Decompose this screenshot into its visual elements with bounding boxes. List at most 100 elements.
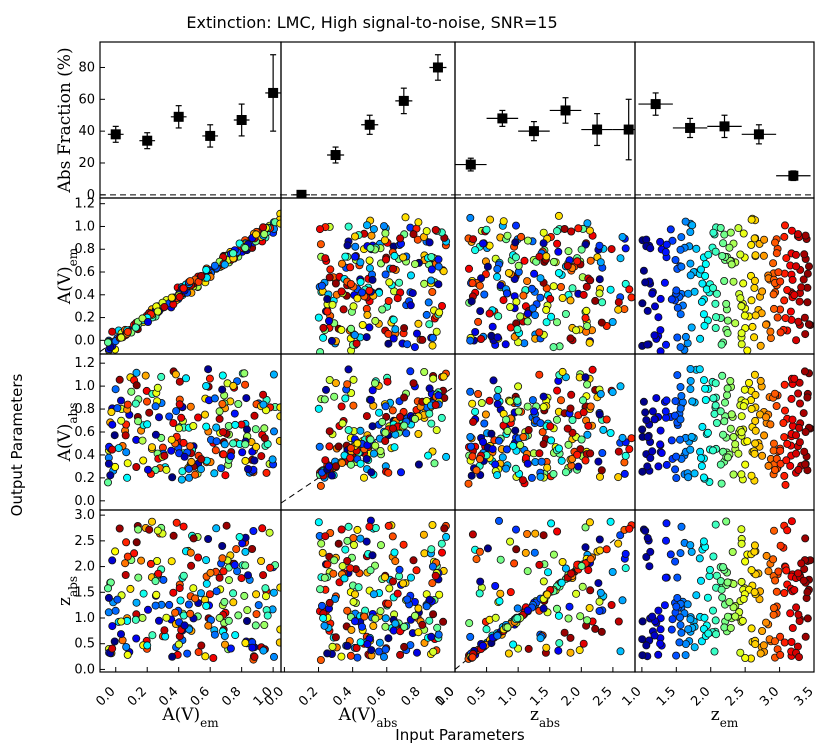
data-point — [704, 629, 713, 638]
data-point — [656, 440, 665, 449]
data-point — [741, 654, 750, 663]
data-point — [365, 286, 374, 295]
data-point — [695, 365, 704, 374]
data-point — [134, 417, 143, 426]
data-point — [801, 231, 810, 240]
abs-fraction-point — [650, 99, 661, 110]
data-point — [337, 287, 346, 296]
data-point — [579, 396, 588, 405]
data-point — [427, 419, 436, 428]
data-point — [794, 317, 803, 326]
data-point — [104, 608, 113, 617]
data-point — [703, 428, 712, 437]
data-point — [132, 368, 141, 377]
data-point — [719, 563, 728, 572]
data-point — [317, 601, 326, 610]
data-point — [726, 424, 735, 433]
abs-fraction-point — [205, 130, 216, 141]
y-tick-label: 0.2 — [74, 311, 95, 326]
data-point — [780, 471, 789, 480]
data-point — [499, 296, 508, 305]
data-point — [709, 552, 718, 561]
data-point — [535, 449, 544, 458]
data-point — [716, 460, 725, 469]
data-point — [174, 424, 183, 433]
data-point — [326, 265, 335, 274]
y-tick-label: 0.4 — [74, 288, 95, 303]
data-point — [491, 613, 500, 622]
x-axis-label: Input Parameters — [395, 726, 525, 744]
data-point — [502, 445, 511, 454]
data-point — [350, 590, 359, 599]
data-point — [428, 579, 437, 588]
data-point — [117, 396, 126, 405]
data-point — [189, 421, 198, 430]
data-point — [598, 448, 607, 457]
data-point — [425, 616, 434, 625]
data-point — [709, 446, 718, 455]
data-point — [181, 374, 190, 383]
data-point — [325, 442, 334, 451]
data-point — [577, 435, 586, 444]
data-point — [330, 392, 339, 401]
data-point — [375, 408, 384, 417]
data-point — [769, 604, 778, 613]
data-point — [414, 628, 423, 637]
data-point — [343, 557, 352, 566]
data-point — [183, 649, 192, 658]
data-point — [676, 415, 685, 424]
data-point — [686, 445, 695, 454]
data-point — [234, 611, 243, 620]
data-point — [439, 267, 448, 276]
data-point — [539, 392, 548, 401]
data-point — [581, 373, 590, 382]
data-point — [400, 324, 409, 333]
data-point — [234, 399, 243, 408]
data-point — [134, 573, 143, 582]
data-point — [466, 213, 475, 222]
data-point — [171, 608, 180, 617]
data-point — [179, 571, 188, 580]
data-point — [469, 417, 478, 426]
data-point — [720, 276, 729, 285]
data-point — [260, 424, 269, 433]
data-point — [499, 217, 508, 226]
data-point — [435, 308, 444, 317]
data-point — [165, 600, 174, 609]
data-point — [215, 407, 224, 416]
data-point — [212, 423, 221, 432]
data-point — [197, 641, 206, 650]
x-tick-label: 0.0 — [93, 684, 118, 709]
data-point — [542, 305, 551, 314]
data-point — [666, 225, 675, 234]
data-point — [477, 398, 486, 407]
data-point — [697, 576, 706, 585]
data-point — [179, 522, 188, 531]
data-point — [179, 438, 188, 447]
panel-r1-c0: 0.00.20.40.60.81.01.2A(V)em — [55, 197, 282, 355]
data-point — [582, 282, 591, 291]
y-tick-label: 0.6 — [74, 265, 95, 280]
data-point — [360, 612, 369, 621]
data-point — [553, 318, 562, 327]
data-point — [167, 435, 176, 444]
data-point — [337, 259, 346, 268]
data-point — [406, 271, 415, 280]
data-point — [325, 273, 334, 282]
data-point — [677, 628, 686, 637]
data-point — [160, 302, 169, 311]
data-point — [248, 643, 257, 652]
data-point — [686, 259, 695, 268]
panel-r0-c1 — [280, 41, 456, 199]
data-point — [339, 305, 348, 314]
data-point — [131, 323, 140, 332]
data-point — [797, 559, 806, 568]
data-point — [123, 400, 132, 409]
data-point — [353, 653, 362, 662]
data-point — [123, 473, 132, 482]
data-point — [148, 631, 157, 640]
data-point — [528, 396, 537, 405]
data-point — [588, 365, 597, 374]
data-point — [739, 402, 748, 411]
data-point — [410, 414, 419, 423]
